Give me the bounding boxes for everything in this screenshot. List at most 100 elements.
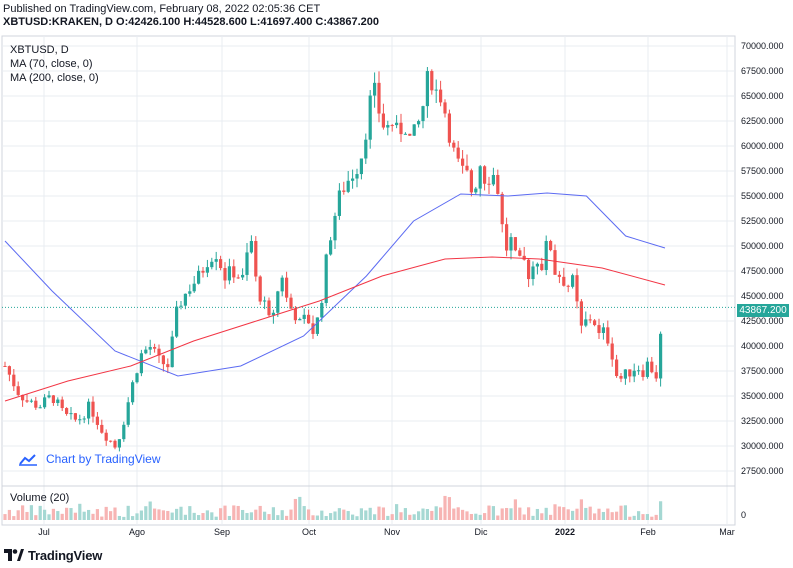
candle-body <box>399 122 403 135</box>
candle-body <box>588 319 592 321</box>
volume-bar <box>139 510 143 520</box>
volume-bar <box>623 505 627 520</box>
candle-body <box>487 183 491 185</box>
candle-body <box>249 241 253 253</box>
candle-body <box>131 382 135 403</box>
candle-body <box>91 401 95 417</box>
volume-bar <box>87 509 91 520</box>
volume-bar <box>566 509 570 520</box>
candle-body <box>425 71 429 107</box>
volume-bar <box>610 512 614 520</box>
volume-bar <box>324 516 328 520</box>
candle-body <box>593 320 597 326</box>
volume-bar <box>109 511 113 520</box>
candle-body <box>571 275 575 287</box>
candle-body <box>38 407 42 409</box>
volume-bar <box>522 514 526 520</box>
ma200-line <box>4 256 666 402</box>
candle-body <box>606 327 610 344</box>
chart-frame <box>1 35 736 526</box>
volume-bar <box>298 496 302 520</box>
volume-bar <box>329 513 333 520</box>
candle-body <box>135 373 139 383</box>
candle-body <box>364 139 368 159</box>
volume-bar <box>214 516 218 520</box>
volume-bar <box>258 505 262 520</box>
volume-bar <box>245 512 249 520</box>
volume-bar <box>518 507 522 520</box>
volume-bar <box>56 511 60 520</box>
volume-bar <box>122 516 126 520</box>
volume-bar <box>571 510 575 520</box>
candle-body <box>650 361 654 373</box>
volume-bar <box>496 515 500 520</box>
month-tick-label: Dic <box>475 527 488 537</box>
price-tick-label: 55000.000 <box>741 191 784 201</box>
volume-bar <box>280 510 284 520</box>
candle-body <box>610 343 614 360</box>
volume-bar <box>579 499 583 520</box>
volume-bar <box>447 497 451 520</box>
candle-body <box>65 408 69 414</box>
volume-bar <box>364 510 368 520</box>
candle-body <box>60 399 64 409</box>
volume-bar <box>395 504 399 520</box>
volume-bar <box>483 513 487 520</box>
volume-bar <box>619 505 623 520</box>
candle-body <box>320 302 324 318</box>
price-tick-label: 32500.000 <box>741 416 784 426</box>
candle-body <box>645 361 649 377</box>
candle-body <box>153 347 157 349</box>
candle-body <box>285 277 289 298</box>
candle-body <box>307 314 311 324</box>
price-tick-label: 27500.000 <box>741 466 784 476</box>
candle-body <box>500 193 504 225</box>
price-tick-label: 37500.000 <box>741 366 784 376</box>
legend-symbol: XBTUSD, D <box>10 44 69 56</box>
volume-bar <box>584 507 588 520</box>
price-tick-label: 40000.000 <box>741 341 784 351</box>
footer-brand[interactable]: TradingView <box>4 545 102 565</box>
candle-body <box>342 190 346 192</box>
volume-bar <box>3 514 7 520</box>
volume-bar <box>540 513 544 520</box>
volume-bar <box>21 505 25 520</box>
price-axis: 70000.000 67500.000 65000.000 62500.000 6000… <box>741 41 784 476</box>
volume-bar <box>12 516 16 520</box>
candle-body <box>628 369 632 377</box>
tradingview-logo-icon <box>4 549 24 561</box>
candle-body <box>122 424 126 440</box>
time-axis: Jul Ago Sep Oct Nov Dic 2022 Feb Mar <box>38 527 735 537</box>
candle-body <box>434 89 438 91</box>
volume-bar <box>421 508 425 520</box>
volume-bar <box>47 514 51 520</box>
candle-body <box>192 283 196 292</box>
candle-body <box>483 166 487 184</box>
volume-bar <box>25 511 29 520</box>
volume-bar <box>188 506 192 520</box>
candle-body <box>346 180 350 192</box>
volume-bar <box>157 509 161 520</box>
volume-bar <box>487 505 491 520</box>
candle-body <box>3 366 7 367</box>
candle-body <box>509 237 513 251</box>
volume-bar <box>531 515 535 520</box>
candle-body <box>245 252 249 275</box>
candle-body <box>601 327 605 334</box>
volume-bars <box>3 495 663 520</box>
volume-bar <box>549 514 553 520</box>
candle-body <box>597 325 601 334</box>
candle-body <box>214 259 218 262</box>
volume-bar <box>641 514 645 520</box>
candle-body <box>566 285 570 287</box>
cloud-chart-icon <box>19 454 37 466</box>
volume-bar <box>210 512 214 520</box>
candle-body <box>456 147 460 159</box>
volume-bar <box>104 506 108 520</box>
volume-bar <box>650 516 654 520</box>
volume-bar <box>315 515 319 520</box>
tradingview-watermark[interactable]: Chart by TradingView <box>18 452 161 466</box>
volume-bar <box>412 514 416 520</box>
volume-bar <box>373 514 377 520</box>
